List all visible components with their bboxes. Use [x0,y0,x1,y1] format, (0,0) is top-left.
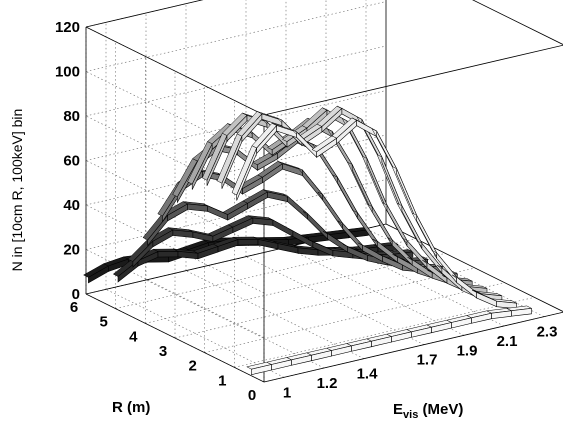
ribbon-series [216,105,503,302]
r-tick-label: 4 [129,328,138,345]
r-tick-label: 2 [188,358,196,375]
z-tick-label: 0 [72,286,80,303]
x-tick-label: 1.7 [417,352,438,369]
x-tick-label: 1.9 [457,342,478,359]
r-axis-label: R (m) [112,399,150,416]
tick-labels: 0 20 40 60 80 100 120 1 1.2 1.4 1.7 1.9 2.1 2.3 0 1 2 3 4 5… [55,19,557,404]
grid-line-back-z [85,90,387,161]
z-tick-label: 80 [63,108,80,125]
x-axis-label: Evis (MeV) [393,401,463,421]
grid-line-floor-r [234,297,535,368]
ribbon-face-segment [237,238,259,246]
x-axis-label-unit: (MeV) [418,401,463,418]
ribbon-face-segment [511,307,532,317]
x-axis-label-sub: vis [403,409,418,421]
x-tick-label: 2.3 [537,324,558,341]
grid-line-floor-x [145,279,325,369]
grid-line-floor-r [174,267,476,339]
y-axis-label: N in [10cm R, 100keV] bin [9,109,25,272]
x-axis-label-main: E [393,401,403,418]
ribbon-layer [83,105,533,376]
ribbon-face-segment [272,219,294,237]
box-edge [85,0,204,28]
grid-layer [85,0,563,383]
box-edge [263,44,563,116]
r-tick-label: 1 [218,372,226,389]
z-tick-label: 20 [63,242,80,259]
ribbon-series [246,305,533,376]
grid-line-back-z [85,45,387,117]
r-tick-label: 3 [159,343,167,360]
r-tick-label: 6 [70,299,78,316]
grid-line-back-z [85,1,387,72]
ribbon-face-segment [322,193,343,230]
x-tick-label: 1.2 [317,375,338,392]
z-tick-label: 40 [63,197,80,214]
ribbon-face-segment [287,195,309,220]
r-tick-label: 0 [248,387,256,404]
box-edge [472,0,563,45]
ribbon-series [231,117,518,310]
box-edge [263,311,563,383]
x-tick-label: 1 [283,384,291,401]
z-tick-label: 100 [55,64,80,81]
x-tick-label: 1.4 [357,366,379,383]
grid-line-floor-r [204,282,505,353]
ribbon-face-segment [157,250,179,258]
x-tick-label: 2.1 [497,333,518,350]
grid-line-back-z [85,179,387,250]
axes-box [85,0,563,383]
ribbon-face-segment [396,168,418,221]
grid-line-floor-x [185,270,365,359]
grid-line-back-z [85,134,387,206]
ribbon-face-segment [302,169,323,201]
grid-line-back-z [85,0,204,28]
z-tick-label: 60 [63,153,80,170]
z-tick-label: 120 [55,19,80,36]
box-edge [85,293,265,383]
r-tick-label: 5 [99,314,107,331]
box-edge [85,26,265,116]
